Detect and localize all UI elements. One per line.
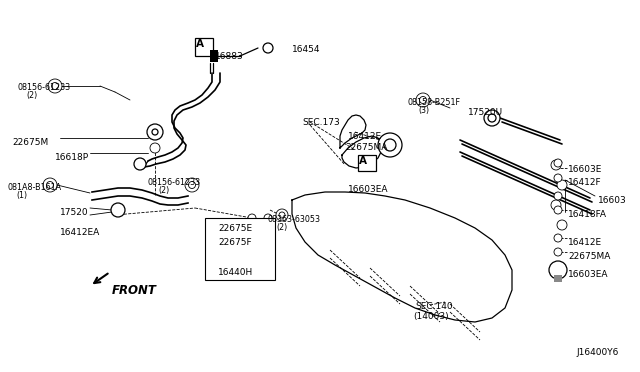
Circle shape bbox=[554, 174, 562, 182]
Circle shape bbox=[551, 200, 561, 210]
Text: 16603EA: 16603EA bbox=[348, 185, 388, 194]
Text: FRONT: FRONT bbox=[112, 284, 157, 297]
Text: SEC.173: SEC.173 bbox=[302, 118, 340, 127]
Text: J16400Y6: J16400Y6 bbox=[576, 348, 618, 357]
Circle shape bbox=[557, 180, 567, 190]
Circle shape bbox=[554, 159, 562, 167]
Polygon shape bbox=[210, 50, 218, 62]
Text: 16412EA: 16412EA bbox=[60, 228, 100, 237]
Circle shape bbox=[51, 83, 58, 90]
Text: 22675F: 22675F bbox=[218, 238, 252, 247]
Text: 08158-B251F: 08158-B251F bbox=[408, 98, 461, 107]
Circle shape bbox=[189, 182, 195, 189]
Circle shape bbox=[551, 160, 561, 170]
Text: (14003): (14003) bbox=[413, 312, 449, 321]
Text: 08156-61233: 08156-61233 bbox=[18, 83, 71, 92]
Text: 16412E: 16412E bbox=[348, 132, 382, 141]
Text: 16412E: 16412E bbox=[568, 238, 602, 247]
Circle shape bbox=[279, 212, 285, 218]
Circle shape bbox=[488, 114, 496, 122]
Circle shape bbox=[150, 143, 160, 153]
Circle shape bbox=[554, 266, 562, 274]
Text: 22675MA: 22675MA bbox=[568, 252, 611, 261]
Circle shape bbox=[554, 192, 562, 200]
Text: 16440H: 16440H bbox=[218, 268, 253, 277]
Circle shape bbox=[549, 261, 567, 279]
Circle shape bbox=[264, 214, 272, 222]
Text: A: A bbox=[196, 39, 204, 49]
Circle shape bbox=[384, 139, 396, 151]
Bar bbox=[205, 218, 275, 280]
Circle shape bbox=[134, 158, 146, 170]
Text: A: A bbox=[359, 156, 367, 166]
Text: 16412F: 16412F bbox=[568, 178, 602, 187]
Text: 16883: 16883 bbox=[215, 52, 244, 61]
Bar bbox=[195, 38, 213, 56]
Text: 08363-63053: 08363-63053 bbox=[268, 215, 321, 224]
Text: 16418FA: 16418FA bbox=[568, 210, 607, 219]
Text: 16603E: 16603E bbox=[568, 165, 602, 174]
Circle shape bbox=[554, 206, 562, 214]
Text: 16603: 16603 bbox=[598, 196, 627, 205]
Circle shape bbox=[554, 248, 562, 256]
Text: (2): (2) bbox=[276, 223, 287, 232]
Text: 16618P: 16618P bbox=[55, 153, 89, 162]
Circle shape bbox=[48, 79, 62, 93]
Circle shape bbox=[152, 129, 158, 135]
Circle shape bbox=[416, 93, 430, 107]
Circle shape bbox=[147, 124, 163, 140]
Circle shape bbox=[419, 96, 426, 103]
Circle shape bbox=[276, 209, 288, 221]
Text: 22675M: 22675M bbox=[12, 138, 48, 147]
Text: 16603EA: 16603EA bbox=[568, 270, 609, 279]
Text: 16454: 16454 bbox=[292, 45, 321, 54]
Circle shape bbox=[248, 214, 256, 222]
Circle shape bbox=[557, 220, 567, 230]
Circle shape bbox=[263, 43, 273, 53]
Circle shape bbox=[43, 178, 57, 192]
Text: SEC.140: SEC.140 bbox=[415, 302, 452, 311]
Circle shape bbox=[554, 234, 562, 242]
Circle shape bbox=[47, 182, 54, 189]
Text: (3): (3) bbox=[418, 106, 429, 115]
Text: 081A8-B161A: 081A8-B161A bbox=[8, 183, 62, 192]
Text: 17520U: 17520U bbox=[468, 108, 503, 117]
Text: (2): (2) bbox=[26, 91, 37, 100]
Bar bbox=[358, 155, 376, 171]
Text: (2): (2) bbox=[158, 186, 169, 195]
Circle shape bbox=[111, 203, 125, 217]
Text: 08156-61233: 08156-61233 bbox=[148, 178, 201, 187]
Text: 17520: 17520 bbox=[60, 208, 88, 217]
Text: 22675E: 22675E bbox=[218, 224, 252, 233]
Circle shape bbox=[484, 110, 500, 126]
Polygon shape bbox=[554, 275, 562, 282]
Text: 22675MA: 22675MA bbox=[345, 143, 387, 152]
Circle shape bbox=[185, 178, 199, 192]
Text: (1): (1) bbox=[16, 191, 27, 200]
Circle shape bbox=[378, 133, 402, 157]
